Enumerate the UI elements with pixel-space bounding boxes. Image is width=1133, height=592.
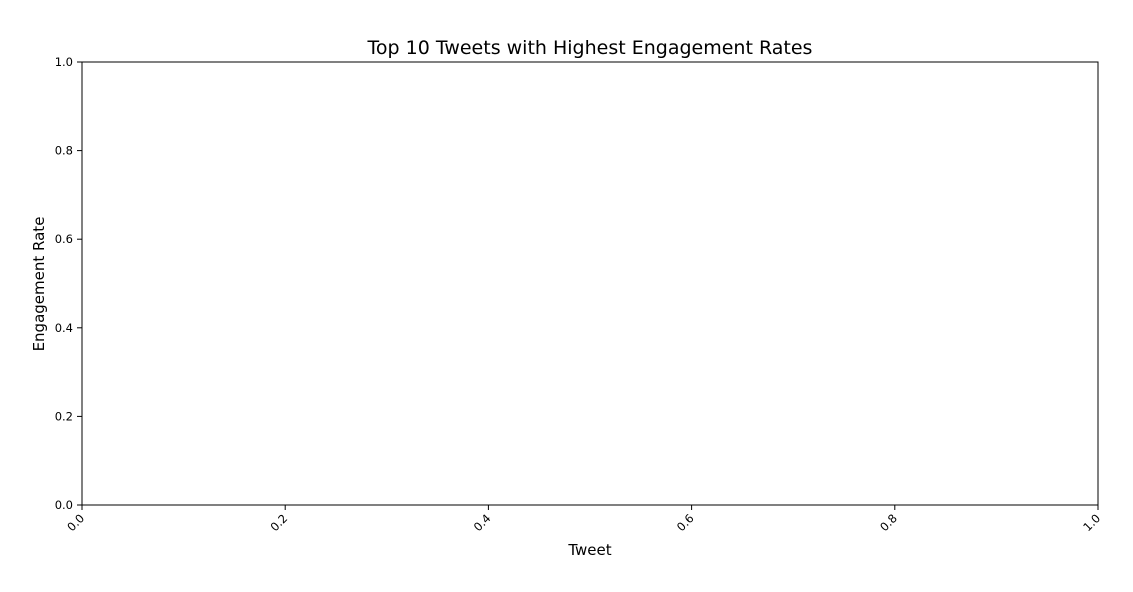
y-tick-label: 0.4 bbox=[55, 321, 73, 335]
x-tick-label: 0.8 bbox=[877, 511, 900, 534]
y-axis-label: Engagement Rate bbox=[30, 217, 48, 352]
x-tick-label: 1.0 bbox=[1080, 511, 1103, 534]
x-axis-label: Tweet bbox=[567, 541, 611, 559]
x-tick-label: 0.2 bbox=[267, 511, 290, 534]
y-tick-label: 0.2 bbox=[55, 409, 73, 423]
plot-area-frame bbox=[81, 61, 1099, 506]
y-axis-ticks: 0.0 0.2 0.4 0.6 0.8 1.0 bbox=[55, 55, 82, 512]
y-tick-label: 1.0 bbox=[55, 55, 73, 69]
x-axis-ticks: 0.0 0.2 0.4 0.6 0.8 1.0 bbox=[64, 505, 1103, 534]
chart-title: Top 10 Tweets with Highest Engagement Ra… bbox=[367, 37, 813, 59]
y-tick-label: 0.6 bbox=[55, 232, 73, 246]
y-tick-label: 0.8 bbox=[55, 144, 73, 158]
y-tick-label: 0.0 bbox=[55, 498, 73, 512]
x-tick-label: 0.0 bbox=[64, 511, 87, 534]
x-tick-label: 0.4 bbox=[471, 511, 494, 534]
x-tick-label: 0.6 bbox=[674, 511, 697, 534]
